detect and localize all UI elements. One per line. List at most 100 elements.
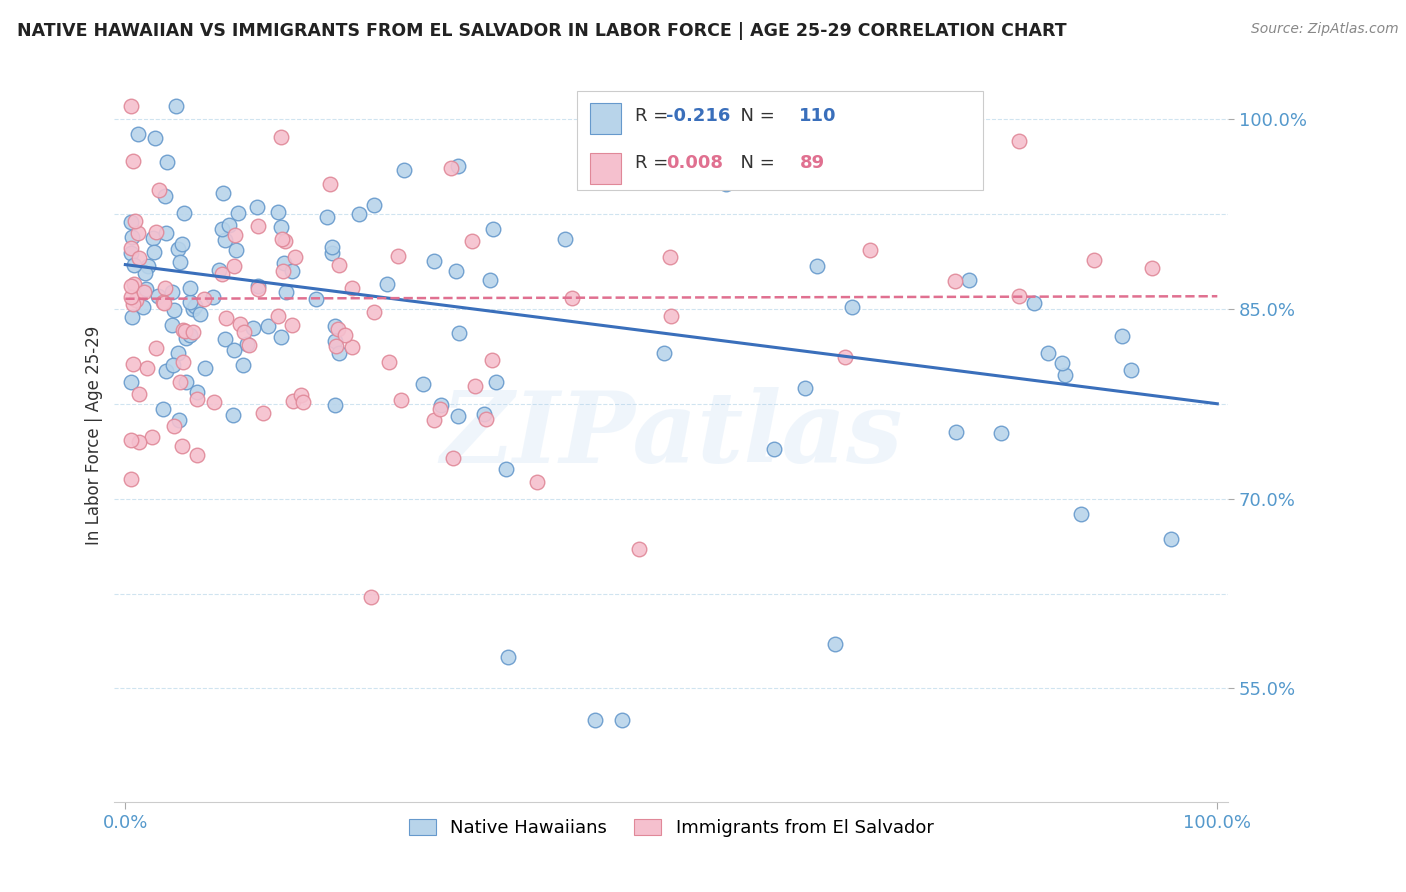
Point — [155, 364, 177, 378]
Point — [173, 324, 195, 338]
Point — [152, 401, 174, 416]
Point — [224, 227, 246, 242]
Point — [120, 290, 142, 304]
Point — [485, 376, 508, 390]
Point — [184, 299, 207, 313]
Point — [423, 254, 446, 268]
Point — [281, 318, 304, 333]
Point — [1008, 288, 1031, 302]
Point — [226, 206, 249, 220]
Point — [554, 231, 576, 245]
Point — [132, 300, 155, 314]
Text: ZIPatlas: ZIPatlas — [440, 387, 903, 483]
Point — [120, 375, 142, 389]
Point — [135, 282, 157, 296]
Point — [186, 392, 208, 406]
Point — [859, 244, 882, 258]
Point — [340, 340, 363, 354]
Point — [208, 263, 231, 277]
Point — [125, 293, 148, 307]
Point — [271, 232, 294, 246]
Point — [170, 237, 193, 252]
Point — [246, 200, 269, 214]
Point — [813, 153, 835, 167]
Point — [238, 338, 260, 352]
Point — [270, 129, 292, 144]
Point — [132, 285, 155, 300]
Point — [162, 358, 184, 372]
Point — [224, 259, 246, 273]
Point — [318, 177, 340, 191]
Point — [194, 361, 217, 376]
Point — [389, 393, 412, 408]
Point — [612, 713, 634, 727]
Point — [124, 213, 146, 227]
Point — [326, 322, 349, 336]
Point — [283, 393, 305, 408]
Point — [834, 350, 856, 364]
Point — [323, 319, 346, 334]
Point — [323, 334, 346, 348]
Point — [763, 442, 786, 457]
Point — [128, 434, 150, 449]
Point — [347, 207, 370, 221]
Point — [472, 407, 495, 421]
Point — [290, 388, 312, 402]
Point — [186, 384, 208, 399]
Point — [430, 398, 453, 412]
Point — [128, 251, 150, 265]
Point — [179, 295, 201, 310]
Point — [270, 219, 292, 234]
Point — [120, 434, 142, 448]
Point — [202, 395, 225, 409]
Point — [273, 263, 295, 277]
Point — [142, 245, 165, 260]
Point — [222, 408, 245, 422]
Point — [305, 292, 328, 306]
Point — [363, 305, 385, 319]
Point — [658, 250, 681, 264]
Point — [321, 246, 343, 260]
Point — [475, 411, 498, 425]
Point — [270, 330, 292, 344]
Point — [211, 221, 233, 235]
Point — [174, 331, 197, 345]
Point — [392, 163, 415, 178]
Y-axis label: In Labor Force | Age 25-29: In Labor Force | Age 25-29 — [86, 326, 103, 545]
Point — [824, 637, 846, 651]
Point — [945, 425, 967, 439]
Point — [229, 317, 252, 331]
Point — [233, 325, 256, 339]
Point — [153, 189, 176, 203]
Point — [148, 289, 170, 303]
Point — [340, 281, 363, 295]
Point — [145, 225, 167, 239]
FancyBboxPatch shape — [591, 153, 621, 184]
Point — [447, 326, 470, 340]
Point — [526, 475, 548, 490]
Point — [659, 310, 682, 324]
Point — [232, 358, 254, 372]
Point — [179, 280, 201, 294]
Point — [627, 542, 650, 557]
Point — [174, 375, 197, 389]
Point — [794, 380, 817, 394]
Point — [714, 178, 737, 192]
Point — [496, 649, 519, 664]
Point — [181, 325, 204, 339]
Point — [1140, 261, 1163, 276]
Point — [284, 250, 307, 264]
Point — [363, 198, 385, 212]
Point — [378, 355, 401, 369]
Point — [335, 328, 357, 343]
Point — [273, 256, 295, 270]
Point — [360, 591, 382, 605]
Point — [806, 260, 828, 274]
Point — [155, 226, 177, 240]
Point — [160, 285, 183, 299]
Point — [267, 310, 290, 324]
Point — [1160, 532, 1182, 546]
Point — [120, 99, 142, 113]
Point — [441, 451, 464, 466]
Point — [1070, 507, 1092, 521]
